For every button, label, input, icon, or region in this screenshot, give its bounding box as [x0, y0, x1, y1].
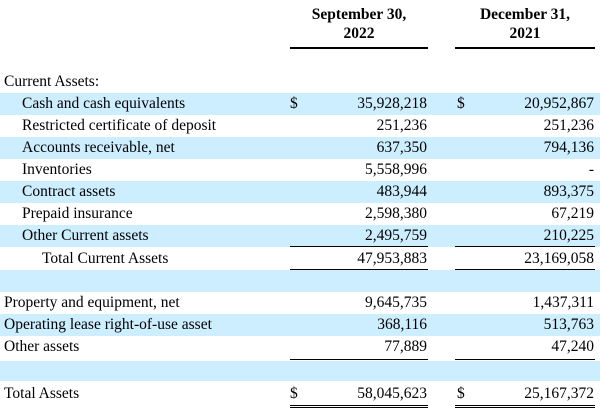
- column-header-line: December 31,: [479, 6, 571, 23]
- value-2022: 58,045,623: [357, 385, 427, 402]
- value-2021: 210,225: [543, 227, 594, 244]
- subtotal-rule: [455, 269, 595, 270]
- value-2022: 5,558,996: [365, 161, 427, 178]
- row-label: Other Current assets: [22, 227, 149, 244]
- spacer-row: [0, 361, 600, 381]
- column-header-line: September 30,: [311, 6, 407, 23]
- value-2022: 251,236: [376, 117, 427, 134]
- currency-symbol: $: [457, 95, 465, 112]
- value-2022: 2,598,380: [365, 205, 427, 222]
- value-2021: 513,763: [543, 316, 594, 333]
- table-row: Other assets 77,889 47,240: [0, 336, 600, 358]
- header-rule: [455, 47, 595, 49]
- value-2021: 47,240: [551, 338, 594, 355]
- value-2021: 1,437,311: [532, 294, 594, 311]
- subtotal-rule: [290, 359, 428, 360]
- table-row: Operating lease right-of-use asset 368,1…: [0, 314, 600, 336]
- value-2022: 483,944: [376, 183, 427, 200]
- currency-symbol: $: [290, 385, 298, 402]
- value-2021: 23,169,058: [524, 250, 594, 267]
- value-2021: -: [588, 161, 594, 178]
- section-row: Current Assets:: [0, 71, 600, 93]
- value-2022: 368,116: [377, 316, 427, 333]
- row-label: Prepaid insurance: [22, 205, 133, 222]
- row-label: Cash and cash equivalents: [22, 95, 186, 112]
- table-row: Restricted certificate of deposit 251,23…: [0, 115, 600, 137]
- subtotal-rule: [290, 269, 428, 270]
- double-rule: [455, 407, 595, 408]
- row-label: Total Current Assets: [42, 250, 169, 267]
- value-2021: 893,375: [543, 183, 594, 200]
- double-rule: [455, 405, 595, 406]
- total-assets-row: Total Assets $ 58,045,623 $ 25,167,372: [0, 383, 600, 405]
- row-label: Property and equipment, net: [4, 294, 180, 311]
- value-2021: 251,236: [543, 117, 594, 134]
- header-rule: [290, 47, 428, 49]
- row-label: Inventories: [22, 161, 92, 178]
- column-header-line: 2022: [343, 25, 375, 42]
- currency-symbol: $: [290, 95, 298, 112]
- row-label: Restricted certificate of deposit: [22, 117, 217, 134]
- value-2022: 47,953,883: [357, 250, 427, 267]
- value-2022: 35,928,218: [357, 95, 427, 112]
- table-row: Accounts receivable, net 637,350 794,136: [0, 137, 600, 159]
- subtotal-rule: [290, 246, 428, 247]
- table-row: Contract assets 483,944 893,375: [0, 181, 600, 203]
- table-row: Inventories 5,558,996 -: [0, 159, 600, 181]
- table-row: Prepaid insurance 2,598,380 67,219: [0, 203, 600, 225]
- value-2022: 2,495,759: [365, 227, 427, 244]
- value-2021: 20,952,867: [524, 95, 594, 112]
- double-rule: [290, 407, 428, 408]
- total-current-row: Total Current Assets 47,953,883 23,169,0…: [0, 248, 600, 270]
- row-label: Contract assets: [22, 183, 116, 200]
- table-row: Cash and cash equivalents $ 35,928,218 $…: [0, 93, 600, 115]
- subtotal-rule: [455, 359, 595, 360]
- subtotal-rule: [455, 246, 595, 247]
- value-2022: 77,889: [384, 338, 427, 355]
- value-2021: 794,136: [543, 139, 594, 156]
- column-header-dec-2021: December 31, 2021: [455, 5, 595, 43]
- currency-symbol: $: [457, 385, 465, 402]
- column-header-line: 2021: [509, 25, 541, 42]
- spacer-row: [0, 270, 600, 292]
- value-2021: 67,219: [551, 205, 594, 222]
- row-label: Other assets: [4, 338, 80, 355]
- value-2022: 637,350: [376, 139, 427, 156]
- table-row: Property and equipment, net 9,645,735 1,…: [0, 292, 600, 314]
- row-label: Total Assets: [4, 385, 80, 402]
- value-2021: 25,167,372: [524, 385, 594, 402]
- section-title: Current Assets:: [4, 73, 100, 90]
- table-row: Other Current assets 2,495,759 210,225: [0, 225, 600, 247]
- value-2022: 9,645,735: [365, 294, 427, 311]
- double-rule: [290, 405, 428, 406]
- row-label: Operating lease right-of-use asset: [4, 316, 212, 333]
- column-header-sep-2022: September 30, 2022: [290, 5, 428, 43]
- row-label: Accounts receivable, net: [22, 139, 175, 156]
